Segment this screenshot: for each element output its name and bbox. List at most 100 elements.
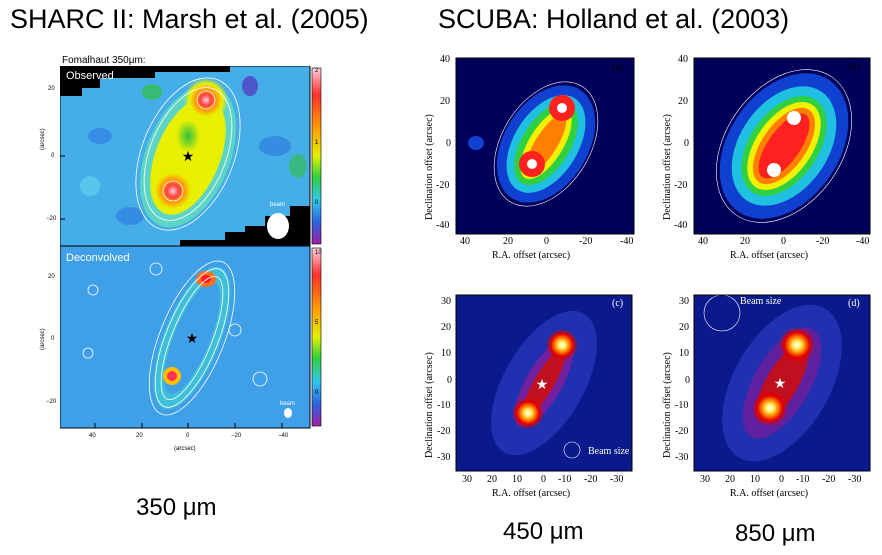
ytick-a: -40 [436, 220, 450, 231]
caption-850: 850 μm [735, 520, 816, 547]
beam-label-top: beam [270, 202, 286, 208]
sharc-ytick: 0 [51, 153, 55, 159]
caption-350: 350 μm [136, 494, 217, 521]
ytick-d: 20 [679, 322, 689, 333]
svg-text:★: ★ [186, 332, 199, 347]
sharc-xtick: 0 [186, 433, 190, 439]
ytick-c: 10 [441, 348, 451, 359]
xtick-d: 20 [725, 474, 735, 485]
xtick-c: -20 [584, 474, 598, 485]
scuba-panel-b [693, 57, 871, 235]
panel-a-label: (a) [612, 62, 624, 73]
xtick-c: 20 [487, 474, 497, 485]
ytick-b: -40 [674, 220, 688, 231]
scuba-figures: ★ ★ [455, 57, 871, 472]
xtick-b: 20 [740, 236, 750, 247]
ytick-b: -20 [674, 180, 688, 191]
sharc-xlabel: (arcsec) [174, 446, 196, 452]
svg-text:★: ★ [536, 378, 549, 393]
ytick-d: 0 [685, 375, 690, 386]
panel-d-label: (d) [848, 298, 860, 309]
cbar-tick: 2 [315, 68, 319, 74]
sharc-ylabel-top: (arcsec) [40, 128, 46, 150]
xtick-b: -40 [856, 236, 870, 247]
xtick-d: 10 [750, 474, 760, 485]
xtick-a: 0 [544, 236, 549, 247]
ylabel-a: Declination offset (arcsec) [424, 114, 435, 220]
scuba-panel-c: ★ [455, 294, 633, 472]
sharc-ytick: 0 [51, 336, 55, 342]
ylabel-c: Declination offset (arcsec) [424, 352, 435, 458]
sharc-ytick: 20 [48, 86, 55, 92]
ytick-d: -10 [675, 400, 689, 411]
xtick-c: -30 [610, 474, 624, 485]
ytick-d: -20 [675, 426, 689, 437]
sharc-title: Fomalhaut 350μm: [62, 55, 146, 66]
xtick-c: 30 [462, 474, 472, 485]
ytick-b: 40 [678, 54, 688, 65]
xlabel-d: R.A. offset (arcsec) [730, 488, 809, 499]
sharc-ylabel-bottom: (arcsec) [40, 328, 46, 350]
ytick-c: 0 [447, 375, 452, 386]
sharc-ytick: −20 [46, 399, 57, 405]
xtick-a: -20 [579, 236, 593, 247]
xlabel-a: R.A. offset (arcsec) [492, 250, 571, 261]
ytick-b: 20 [678, 96, 688, 107]
sharc-observed-panel: ★ [60, 66, 311, 247]
sharc-xtick: 40 [89, 433, 96, 439]
ytick-a: 40 [440, 54, 450, 65]
xtick-c: -10 [558, 474, 572, 485]
xlabel-c: R.A. offset (arcsec) [492, 488, 571, 499]
sharc-deconvolved-panel: ★ [60, 245, 311, 429]
ytick-c: -30 [437, 452, 451, 463]
xtick-b: 40 [698, 236, 708, 247]
xtick-b: 0 [781, 236, 786, 247]
ytick-d: 30 [679, 296, 689, 307]
observed-label: Observed [66, 70, 114, 82]
beam-size-label-c: Beam size [588, 446, 630, 457]
scuba-panel-d: ★ [693, 294, 871, 472]
cbar-tick: 0 [315, 390, 319, 396]
ylabel-d: Declination offset (arcsec) [662, 352, 673, 458]
ylabel-b: Declination offset (arcsec) [662, 114, 673, 220]
svg-text:★: ★ [182, 150, 195, 165]
beam-size-label-d: Beam size [740, 296, 782, 307]
sharc-figure: ★ ★ [60, 66, 322, 429]
xtick-d: -20 [822, 474, 836, 485]
ytick-c: -20 [437, 426, 451, 437]
sharc-colorbar-top [311, 67, 322, 245]
ytick-a: -20 [436, 180, 450, 191]
cbar-tick: 0 [315, 200, 319, 206]
deconvolved-label: Deconvolved [66, 252, 130, 264]
xtick-c: 10 [512, 474, 522, 485]
ytick-a: 0 [446, 138, 451, 149]
ytick-b: 0 [684, 138, 689, 149]
ytick-c: 20 [441, 322, 451, 333]
panel-b-label: (b) [848, 62, 860, 73]
ytick-d: 10 [679, 348, 689, 359]
cbar-tick: 10 [315, 250, 322, 256]
xtick-d: -30 [848, 474, 862, 485]
ytick-a: 20 [440, 96, 450, 107]
cbar-tick: 1 [315, 140, 319, 146]
sharc-heading: SHARC II: Marsh et al. (2005) [10, 4, 369, 34]
xtick-d: -10 [796, 474, 810, 485]
xlabel-b: R.A. offset (arcsec) [730, 250, 809, 261]
sharc-ytick: 20 [48, 274, 55, 280]
ytick-c: -10 [437, 400, 451, 411]
cbar-tick: 5 [315, 320, 319, 326]
xtick-a: -40 [620, 236, 634, 247]
panel-c-label: (c) [612, 298, 624, 309]
scuba-panel-a [455, 57, 635, 235]
sharc-xtick: −20 [231, 433, 242, 439]
xtick-d: 30 [700, 474, 710, 485]
sharc-xtick: −40 [278, 433, 289, 439]
ytick-d: -30 [675, 452, 689, 463]
sharc-xtick: 20 [136, 433, 143, 439]
scuba-heading: SCUBA: Holland et al. (2003) [438, 4, 790, 34]
beam-label-bottom: beam [280, 401, 296, 407]
sharc-colorbar-bottom [311, 247, 322, 427]
xtick-b: -20 [816, 236, 830, 247]
sharc-ytick: −20 [46, 216, 57, 222]
xtick-a: 20 [503, 236, 513, 247]
